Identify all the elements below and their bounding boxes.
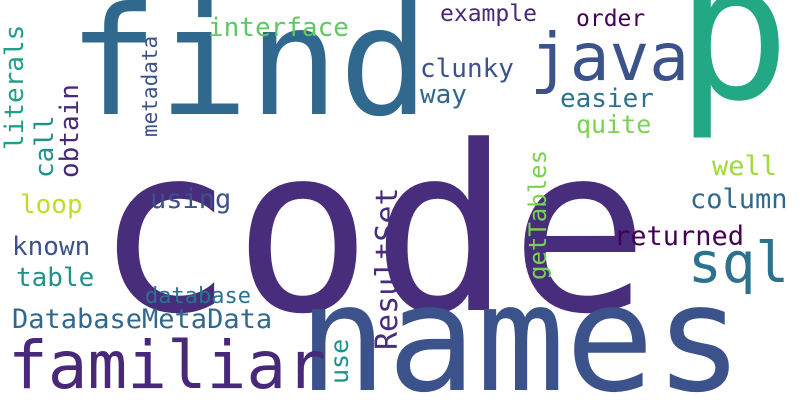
word-way: way [420,80,467,110]
word-database: database [145,284,251,309]
word-databasemetadata: DatabaseMetaData [12,304,273,335]
word-code: code [95,98,649,365]
word-table: table [16,263,95,293]
word-column: column [690,184,788,215]
word-loop: loop [20,190,83,220]
word-returned: returned [614,221,745,252]
word-resultset: ResultSet [370,187,405,350]
word-literals: literals [0,24,30,150]
word-order: order [576,6,646,32]
word-names: names [298,253,744,400]
word-use: use [325,338,354,384]
word-clunky: clunky [420,54,514,84]
word-well: well [712,151,778,182]
word-obtain: obtain [55,84,85,178]
word-find: find [68,0,430,150]
word-using: using [150,184,232,215]
word-easier: easier [560,84,654,114]
word-sql: sql [688,231,790,296]
word-java: java [530,19,689,96]
word-p: p [676,0,791,143]
word-known: known [12,232,91,262]
word-metadata: metadata [138,35,162,137]
word-quite: quite [576,110,652,139]
word-gettables: getTables [524,149,552,280]
word-familiar: familiar [8,327,326,400]
word-example: example [440,1,537,27]
word-interface: interface [208,13,349,43]
